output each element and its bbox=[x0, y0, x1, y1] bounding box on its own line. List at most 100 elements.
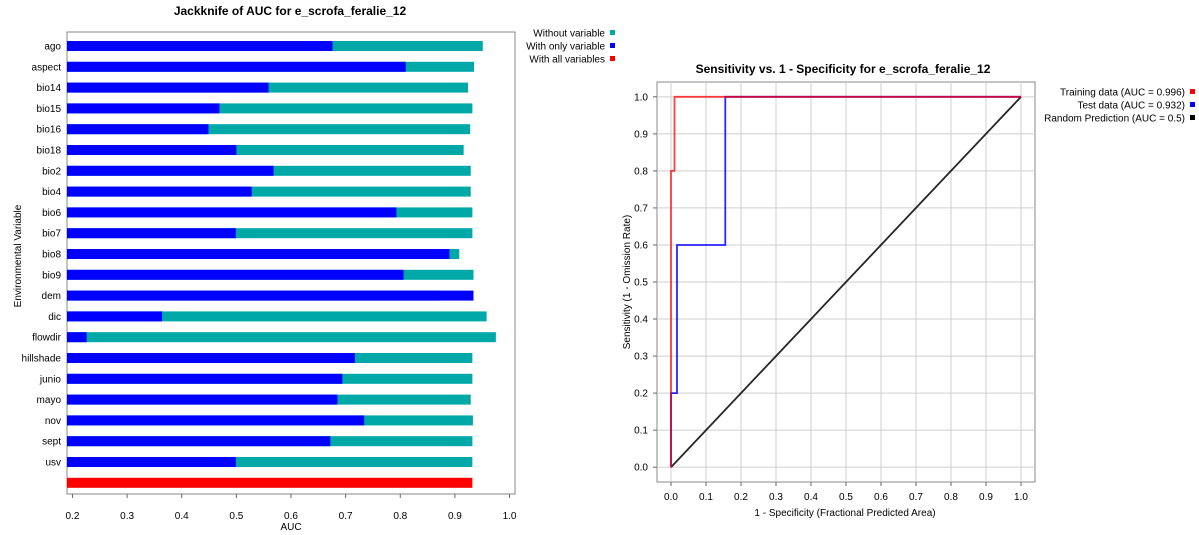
jackknife-x-axis-label: AUC bbox=[280, 522, 301, 533]
category-label: bio8 bbox=[42, 250, 61, 261]
category-label: bio7 bbox=[42, 229, 61, 240]
bar-with-only-variable bbox=[67, 457, 236, 467]
bar-with-only-variable bbox=[67, 332, 87, 343]
legend-entry-label: Test data (AUC = 0.932) bbox=[1077, 101, 1185, 112]
roc-y-axis-label: Sensitivity (1 - Omission Rate) bbox=[622, 215, 633, 349]
x-tick-label: 0.6 bbox=[284, 511, 298, 522]
legend-entry-label: Random Prediction (AUC = 0.5) bbox=[1044, 114, 1185, 125]
bar-without-variable bbox=[67, 186, 471, 197]
legend-entry-label: With only variable bbox=[526, 42, 605, 53]
category-label: bio16 bbox=[37, 125, 62, 136]
legend-entry-label: Training data (AUC = 0.996) bbox=[1060, 88, 1185, 99]
bar-with-only-variable bbox=[67, 269, 404, 280]
jackknife-bars bbox=[67, 41, 496, 488]
roc-series-line bbox=[670, 96, 1022, 468]
category-label: hillshade bbox=[22, 354, 62, 365]
bar-with-only-variable bbox=[67, 41, 333, 51]
x-tick-label: 0.5 bbox=[229, 511, 243, 522]
roc-x-ticks: 0.0 0.1 0.2 0.3 0.4 0.5 0.6 0.7 0.8 0.9 1.0 bbox=[664, 482, 1028, 503]
category-label: flowdir bbox=[32, 333, 62, 344]
category-label: bio9 bbox=[42, 270, 61, 281]
category-label: bio18 bbox=[37, 146, 62, 157]
x-tick-label: 0.8 bbox=[393, 511, 407, 522]
x-tick-label: 0.2 bbox=[734, 492, 748, 503]
roc-lines bbox=[670, 95, 1022, 468]
bar-without-variable bbox=[67, 457, 473, 467]
jackknife-y-axis-label: Environmental Variable bbox=[13, 204, 24, 307]
roc-x-axis-label: 1 - Specificity (Fractional Predicted Ar… bbox=[754, 508, 935, 519]
roc-legend: Training data (AUC = 0.996) Test data (AU… bbox=[1044, 88, 1195, 125]
bar-with-only-variable bbox=[67, 82, 269, 93]
y-tick-label: 0.6 bbox=[634, 240, 648, 251]
bar-with-only-variable bbox=[67, 186, 252, 197]
y-tick-label: 0.8 bbox=[634, 166, 648, 177]
bar-with-only-variable bbox=[67, 373, 343, 384]
x-tick-label: 0.7 bbox=[909, 492, 923, 503]
x-tick-label: 0.9 bbox=[979, 492, 993, 503]
bar-with-only-variable bbox=[67, 353, 355, 363]
x-tick-label: 0.4 bbox=[175, 511, 189, 522]
category-label: usv bbox=[45, 458, 61, 469]
category-label: nov bbox=[45, 416, 61, 427]
bar-with-only-variable bbox=[67, 228, 236, 239]
bar-with-all-variables bbox=[67, 477, 473, 488]
x-tick-label: 0.5 bbox=[839, 492, 853, 503]
bar-without-variable bbox=[67, 311, 487, 322]
legend-swatch bbox=[1190, 102, 1195, 107]
category-label: bio2 bbox=[42, 166, 61, 177]
x-tick-label: 0.3 bbox=[769, 492, 783, 503]
bar-without-variable bbox=[67, 124, 471, 135]
category-label: bio6 bbox=[42, 208, 61, 219]
y-tick-label: 1.0 bbox=[634, 92, 648, 103]
x-tick-label: 1.0 bbox=[1014, 492, 1028, 503]
jackknife-chart: Jackknife of AUC for e_scrofa_feralie_12… bbox=[13, 4, 615, 533]
roc-y-ticks: 0.0 0.1 0.2 0.3 0.4 0.5 0.6 0.7 0.8 0.9 1.0 bbox=[634, 92, 657, 474]
bar-with-only-variable bbox=[67, 165, 274, 176]
jackknife-category-labels: ago aspect bio14 bio15 bio16 bio18 bio2 bio4 bio… bbox=[22, 42, 62, 469]
roc-title: Sensitivity vs. 1 - Specificity for e_sc… bbox=[696, 62, 991, 76]
x-tick-label: 1.0 bbox=[503, 511, 517, 522]
roc-series-line bbox=[670, 95, 1021, 468]
bar-with-only-variable bbox=[67, 145, 237, 155]
roc-chart: Sensitivity vs. 1 - Specificity for e_sc… bbox=[622, 62, 1195, 519]
bar-without-variable bbox=[67, 228, 473, 239]
bar-with-only-variable bbox=[67, 61, 406, 72]
legend-entry-label: With all variables bbox=[529, 55, 605, 66]
x-tick-label: 0.9 bbox=[448, 511, 462, 522]
x-tick-label: 0.6 bbox=[874, 492, 888, 503]
y-tick-label: 0.4 bbox=[634, 315, 648, 326]
x-tick-label: 0.4 bbox=[804, 492, 818, 503]
bar-with-only-variable bbox=[67, 415, 365, 426]
x-tick-label: 0.3 bbox=[120, 511, 134, 522]
bar-with-only-variable bbox=[67, 311, 163, 322]
bar-with-only-variable bbox=[67, 436, 331, 447]
jackknife-x-ticks: 0.2 0.3 0.4 0.5 0.6 0.7 0.8 0.9 1.0 bbox=[66, 494, 517, 522]
bar-with-only-variable bbox=[67, 394, 338, 405]
bar-with-only-variable bbox=[67, 249, 450, 259]
x-tick-label: 0.1 bbox=[699, 492, 713, 503]
y-tick-label: 0.9 bbox=[634, 129, 648, 140]
x-tick-label: 0.0 bbox=[664, 492, 678, 503]
jackknife-legend: Without variable With only variable With a… bbox=[526, 29, 615, 66]
y-tick-label: 0.5 bbox=[634, 278, 648, 289]
category-label: sept bbox=[42, 437, 61, 448]
x-tick-label: 0.7 bbox=[339, 511, 353, 522]
x-tick-label: 0.8 bbox=[944, 492, 958, 503]
legend-swatch bbox=[610, 56, 615, 61]
legend-swatch bbox=[1190, 115, 1195, 120]
category-label: dic bbox=[48, 312, 61, 323]
category-label: ago bbox=[44, 42, 61, 53]
bar-with-only-variable bbox=[67, 103, 220, 114]
legend-entry-label: Without variable bbox=[533, 29, 605, 40]
bar-without-variable bbox=[67, 332, 496, 343]
bar-without-variable bbox=[67, 145, 464, 155]
bar-without-variable bbox=[67, 103, 473, 114]
category-label: bio15 bbox=[37, 104, 62, 115]
category-label: junio bbox=[39, 374, 62, 385]
y-tick-label: 0.7 bbox=[634, 203, 648, 214]
category-label: bio14 bbox=[37, 83, 62, 94]
y-tick-label: 0.1 bbox=[634, 426, 648, 437]
jackknife-title: Jackknife of AUC for e_scrofa_feralie_12 bbox=[174, 4, 407, 18]
bar-with-only-variable bbox=[67, 124, 209, 135]
